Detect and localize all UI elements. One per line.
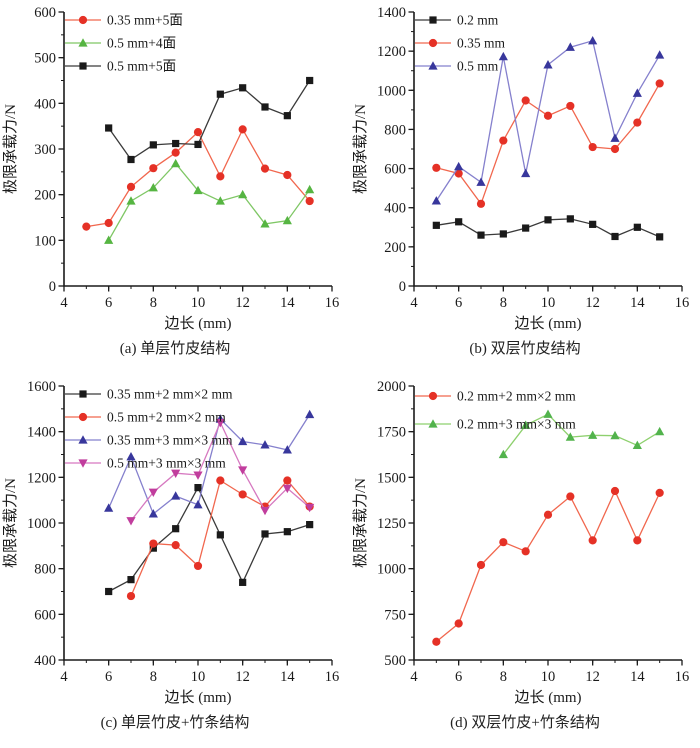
svg-text:400: 400 — [34, 96, 56, 112]
svg-text:1200: 1200 — [27, 470, 56, 486]
svg-text:12: 12 — [585, 669, 600, 685]
svg-text:0.2 mm+3 mm×3 mm: 0.2 mm+3 mm×3 mm — [457, 417, 576, 432]
chart-d-line-plot: 4 6 8 10 12 14 16 500 750 1000 1250 1500 1750 2000 边长 … — [352, 379, 690, 706]
svg-text:16: 16 — [675, 669, 690, 685]
svg-text:1500: 1500 — [377, 470, 406, 486]
svg-text:8: 8 — [500, 295, 507, 311]
svg-text:2000: 2000 — [377, 379, 406, 395]
svg-text:400: 400 — [384, 201, 406, 217]
svg-text:4: 4 — [60, 669, 68, 685]
svg-text:1000: 1000 — [377, 83, 406, 99]
svg-text:0.5 mm+4面: 0.5 mm+4面 — [107, 36, 176, 51]
svg-text:0.5 mm+3 mm×3 mm: 0.5 mm+3 mm×3 mm — [107, 456, 226, 471]
svg-text:极限承载力/N: 极限承载力/N — [352, 104, 369, 194]
svg-text:0: 0 — [399, 279, 406, 295]
svg-text:8: 8 — [150, 669, 157, 685]
svg-text:1400: 1400 — [377, 5, 406, 21]
svg-text:边长 (mm): 边长 (mm) — [164, 315, 231, 332]
svg-text:12: 12 — [585, 295, 600, 311]
svg-text:极限承载力/N: 极限承载力/N — [2, 104, 19, 194]
panel-c-single-layer-skin-strip: 4 6 8 10 12 14 16 400 600 800 1000 1200 1400 1600 边长 (… — [0, 374, 350, 748]
svg-text:0.5 mm+2 mm×2 mm: 0.5 mm+2 mm×2 mm — [107, 410, 226, 425]
svg-text:16: 16 — [325, 295, 340, 311]
svg-text:6: 6 — [105, 669, 112, 685]
svg-text:800: 800 — [384, 122, 406, 138]
svg-text:8: 8 — [150, 295, 157, 311]
svg-text:6: 6 — [105, 295, 112, 311]
svg-text:4: 4 — [60, 295, 68, 311]
svg-text:14: 14 — [630, 295, 645, 311]
svg-text:极限承载力/N: 极限承载力/N — [352, 478, 369, 568]
svg-text:0.2 mm+2 mm×2 mm: 0.2 mm+2 mm×2 mm — [457, 389, 576, 404]
svg-text:0.35 mm+2 mm×2 mm: 0.35 mm+2 mm×2 mm — [107, 387, 233, 402]
svg-text:1400: 1400 — [27, 425, 56, 441]
svg-text:16: 16 — [325, 669, 340, 685]
svg-text:1000: 1000 — [377, 562, 406, 578]
svg-text:8: 8 — [500, 669, 507, 685]
panel-b-double-layer-skin: 4 6 8 10 12 14 16 0 200 400 600 800 1000 1200 1400 边长 (… — [350, 0, 700, 374]
svg-text:6: 6 — [455, 295, 462, 311]
svg-text:0.35 mm+5面: 0.35 mm+5面 — [107, 13, 183, 28]
svg-text:10: 10 — [541, 295, 556, 311]
svg-text:1250: 1250 — [377, 516, 406, 532]
svg-text:10: 10 — [191, 295, 206, 311]
svg-text:600: 600 — [34, 607, 56, 623]
svg-text:10: 10 — [191, 669, 206, 685]
svg-text:4: 4 — [410, 669, 418, 685]
svg-text:200: 200 — [34, 188, 56, 204]
svg-text:1750: 1750 — [377, 425, 406, 441]
chart-b-line-plot: 4 6 8 10 12 14 16 0 200 400 600 800 1000 1200 1400 边长 (… — [352, 5, 690, 332]
svg-text:0.5 mm: 0.5 mm — [457, 59, 499, 74]
svg-text:750: 750 — [384, 607, 406, 623]
svg-text:14: 14 — [630, 669, 645, 685]
panel-a-single-layer-skin: 4 6 8 10 12 14 16 0 100 200 300 400 500 600 边长 (mm) 极限承… — [0, 0, 350, 374]
chart-a-line-plot: 4 6 8 10 12 14 16 0 100 200 300 400 500 600 边长 (mm) 极限承… — [2, 5, 340, 332]
svg-text:1000: 1000 — [27, 516, 56, 532]
svg-text:0: 0 — [49, 279, 56, 295]
chart-c-line-plot: 4 6 8 10 12 14 16 400 600 800 1000 1200 1400 1600 边长 (… — [2, 379, 340, 706]
svg-text:边长 (mm): 边长 (mm) — [514, 689, 581, 706]
svg-text:10: 10 — [541, 669, 556, 685]
svg-text:500: 500 — [34, 51, 56, 67]
panel-d-double-layer-skin-strip: 4 6 8 10 12 14 16 500 750 1000 1250 1500 1750 2000 边长 … — [350, 374, 700, 748]
svg-text:800: 800 — [34, 562, 56, 578]
svg-text:4: 4 — [410, 295, 418, 311]
svg-text:200: 200 — [384, 240, 406, 256]
svg-text:12: 12 — [235, 669, 250, 685]
caption-panel-a: (a) 单层竹皮结构 — [119, 341, 231, 357]
svg-text:12: 12 — [235, 295, 250, 311]
svg-text:14: 14 — [280, 295, 295, 311]
svg-text:边长 (mm): 边长 (mm) — [164, 689, 231, 706]
svg-text:16: 16 — [675, 295, 690, 311]
svg-text:0.5 mm+5面: 0.5 mm+5面 — [107, 59, 176, 74]
svg-text:14: 14 — [280, 669, 295, 685]
caption-panel-b: (b) 双层竹皮结构 — [469, 341, 581, 357]
svg-text:300: 300 — [34, 142, 56, 158]
svg-text:6: 6 — [455, 669, 462, 685]
svg-text:500: 500 — [384, 653, 406, 669]
svg-text:0.35 mm: 0.35 mm — [457, 36, 506, 51]
svg-text:600: 600 — [384, 162, 406, 178]
svg-text:1200: 1200 — [377, 44, 406, 60]
caption-panel-c: (c) 单层竹皮+竹条结构 — [100, 715, 250, 731]
svg-text:100: 100 — [34, 233, 56, 249]
svg-text:600: 600 — [34, 5, 56, 21]
svg-text:1600: 1600 — [27, 379, 56, 395]
svg-text:0.35 mm+3 mm×3 mm: 0.35 mm+3 mm×3 mm — [107, 433, 233, 448]
svg-text:400: 400 — [34, 653, 56, 669]
svg-text:极限承载力/N: 极限承载力/N — [2, 478, 19, 568]
svg-text:边长 (mm): 边长 (mm) — [514, 315, 581, 332]
caption-panel-d: (d) 双层竹皮+竹条结构 — [450, 715, 600, 731]
svg-text:0.2 mm: 0.2 mm — [457, 13, 499, 28]
